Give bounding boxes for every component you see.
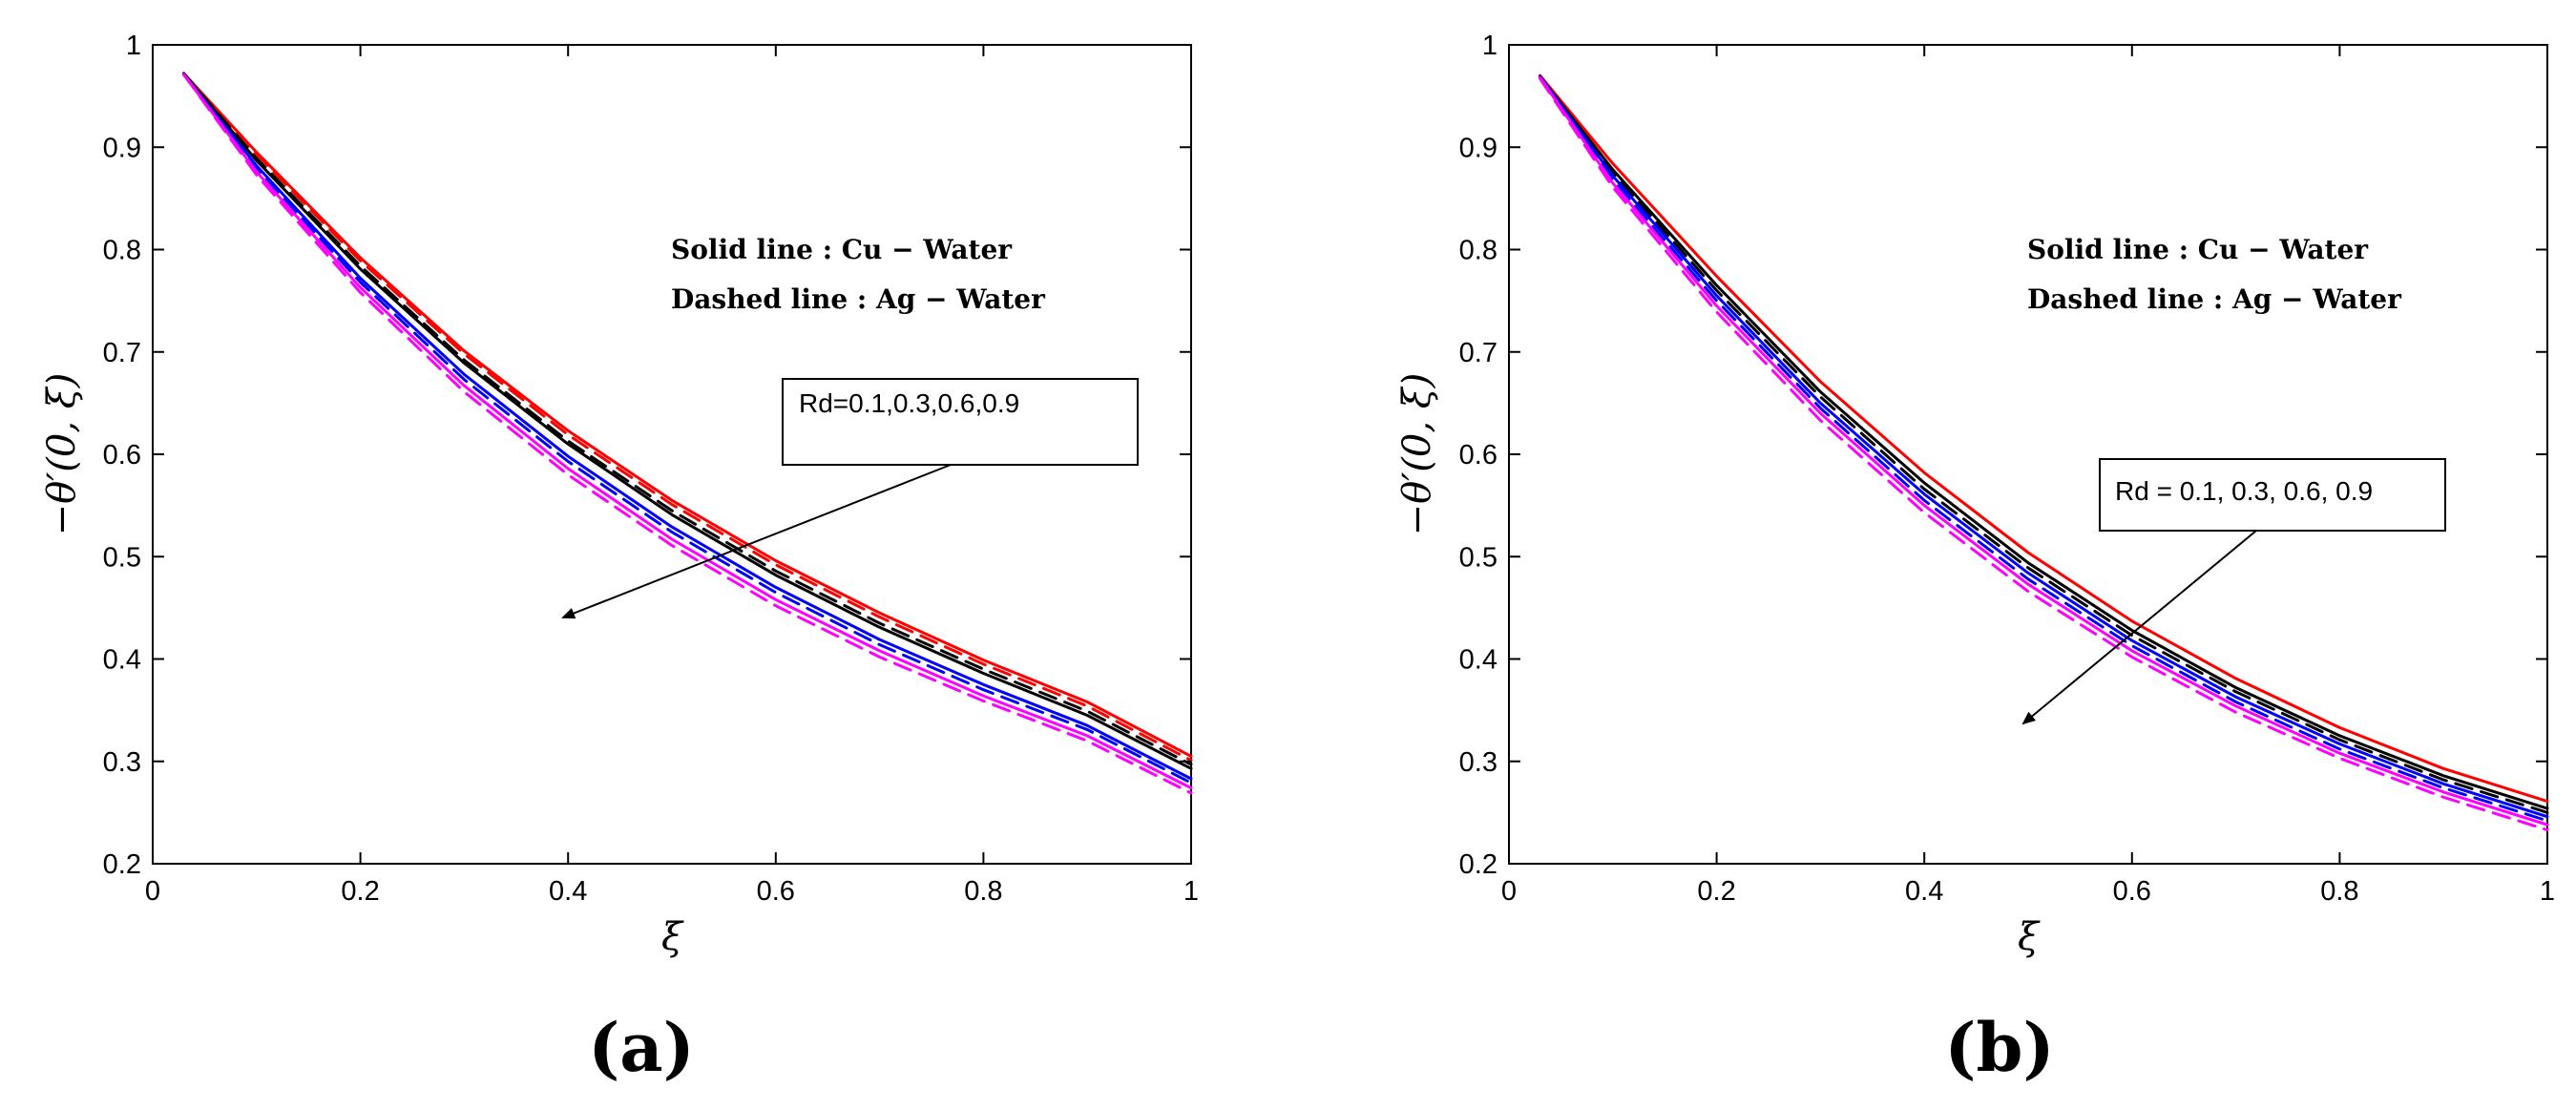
panel-label: (a): [588, 1008, 695, 1087]
plot-frame: [1508, 44, 2548, 865]
y-tick-label: 1: [1482, 31, 1497, 61]
legend-solid-text: Solid line : Cu − Water: [671, 234, 1013, 265]
x-axis-label: ξ: [661, 915, 684, 959]
x-tick-label: 0.6: [2113, 876, 2151, 907]
legend-dashed-text: Dashed line : Ag − Water: [671, 283, 1046, 315]
axes-layer: 0 0.2 0.4 0.6 0.8 10.20.30.40.50.60.70.80.91: [1459, 31, 2555, 907]
y-tick-label: 0.4: [1459, 645, 1497, 676]
legend-solid-text: Solid line : Cu − Water: [2027, 234, 2369, 265]
y-tick-label: 0.2: [103, 849, 141, 880]
y-tick-label: 0.6: [1459, 440, 1497, 471]
trend-arrow: [2021, 530, 2257, 725]
trend-arrow: [561, 464, 952, 619]
legend-dashed-text: Dashed line : Ag − Water: [2027, 283, 2402, 315]
y-tick-label: 0.5: [1459, 542, 1497, 573]
x-tick-label: 1: [2540, 876, 2555, 907]
y-tick-label: 0.7: [103, 338, 141, 368]
annotation-text: Rd=0.1,0.3,0.6,0.9: [799, 388, 1019, 418]
x-tick-label: 0: [1501, 876, 1517, 907]
y-axis-label: −θ′(0, ξ): [40, 373, 84, 536]
series-line-0: [1539, 73, 2549, 804]
y-tick-label: 0.5: [103, 542, 141, 573]
y-tick-label: 0.9: [103, 133, 141, 163]
y-tick-label: 0.8: [1459, 236, 1497, 266]
series-line-7: [182, 73, 1193, 795]
panel-a: 0 0.2 0.4 0.6 0.8 10.20.30.40.50.60.70.80.91 …: [40, 31, 1199, 1087]
series-line-3: [1539, 74, 2549, 819]
series-line-2: [182, 72, 1193, 770]
x-tick-label: 0.4: [549, 876, 587, 907]
series-line-0: [182, 72, 1193, 758]
y-tick-label: 0.7: [1459, 338, 1497, 368]
series-line-6: [1539, 76, 2549, 832]
x-tick-label: 0: [145, 876, 160, 907]
panel-b: 0 0.2 0.4 0.6 0.8 10.20.30.40.50.60.70.80.91 …: [1395, 31, 2555, 1087]
y-tick-label: 1: [126, 31, 141, 61]
y-tick-label: 0.6: [103, 440, 141, 471]
series-line-3: [182, 72, 1193, 766]
series-layer: [182, 72, 1193, 795]
x-tick-label: 0.2: [1697, 876, 1735, 907]
series-line-5: [182, 73, 1193, 785]
x-tick-label: 0.8: [964, 876, 1002, 907]
y-tick-label: 0.3: [103, 747, 141, 778]
x-tick-label: 0.2: [341, 876, 379, 907]
annotation-box: [782, 378, 1139, 466]
series-layer: [1539, 73, 2549, 832]
y-tick-label: 0.2: [1459, 849, 1497, 880]
series-line-2: [1539, 74, 2549, 814]
y-tick-label: 0.3: [1459, 747, 1497, 778]
series-line-6: [182, 73, 1193, 790]
x-tick-label: 1: [1183, 876, 1199, 907]
x-tick-label: 0.6: [757, 876, 795, 907]
y-axis-label: −θ′(0, ξ): [1395, 373, 1439, 536]
panel-label: (b): [1944, 1008, 2054, 1087]
x-tick-label: 0.4: [1905, 876, 1943, 907]
y-tick-label: 0.4: [103, 645, 141, 676]
series-line-5: [1539, 75, 2549, 827]
series-line-4: [182, 73, 1193, 781]
y-tick-label: 0.9: [1459, 133, 1497, 163]
annotation-box: [2099, 458, 2446, 532]
series-line-1: [182, 72, 1193, 763]
x-axis-label: ξ: [2018, 915, 2041, 959]
series-line-4: [1539, 75, 2549, 823]
series-line-1: [1539, 74, 2549, 810]
x-tick-label: 0.8: [2320, 876, 2358, 907]
axes-layer: 0 0.2 0.4 0.6 0.8 10.20.30.40.50.60.70.80.91: [103, 31, 1199, 907]
y-tick-label: 0.8: [103, 236, 141, 266]
annotation-text: Rd = 0.1, 0.3, 0.6, 0.9: [2115, 476, 2373, 506]
